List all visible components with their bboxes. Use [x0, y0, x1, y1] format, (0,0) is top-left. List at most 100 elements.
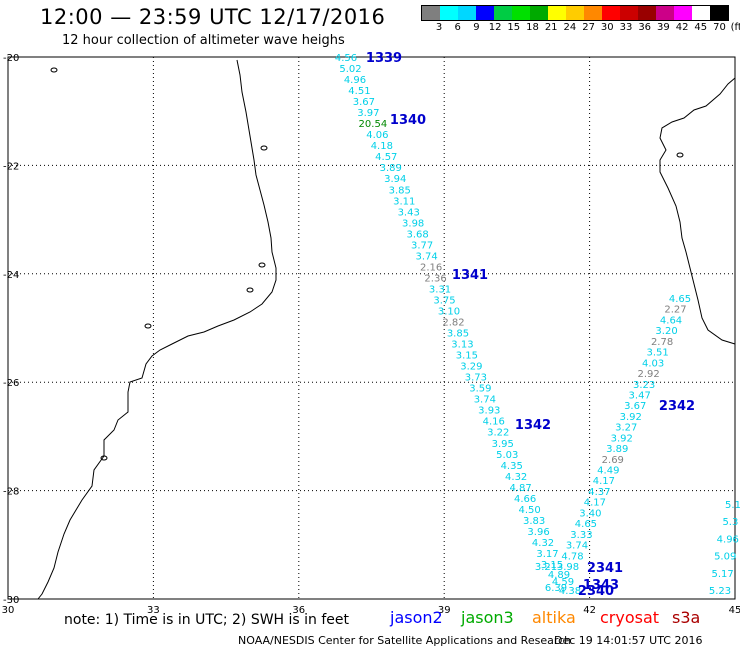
wave-height-value: 5.23	[709, 586, 731, 597]
pass-label: 1339	[366, 51, 402, 66]
footer-timestamp: Dec 19 14:01:57 UTC 2016	[554, 634, 703, 647]
page-title: 12:00 — 23:59 UTC 12/17/2016	[40, 5, 386, 29]
wave-height-value: 3.15	[541, 560, 563, 571]
scale-label: 24	[563, 22, 577, 33]
pass-label: 2342	[659, 399, 695, 414]
wave-height-value: 4.17	[584, 498, 606, 509]
scale-label: 30	[600, 22, 614, 33]
lat-tick-label: -28	[3, 487, 19, 498]
scale-label: 33	[619, 22, 633, 33]
wave-height-value: 3.15	[456, 351, 478, 362]
wave-height-value: 2.27	[664, 305, 686, 316]
scale-swatch	[692, 6, 710, 20]
wave-height-value: 4.96	[717, 534, 739, 545]
wave-height-value: 4.49	[597, 466, 619, 477]
wave-height-value: 4.89	[548, 570, 570, 581]
scale-label: 18	[526, 22, 539, 33]
scale-swatch	[620, 6, 638, 20]
scale-swatch	[656, 6, 674, 20]
wave-height-value: 3.74	[566, 541, 588, 552]
lat-tick-label: -24	[3, 270, 19, 281]
coastline	[37, 59, 736, 600]
wave-height-value: 3.75	[433, 295, 455, 306]
wave-height-value: 3.97	[357, 108, 379, 119]
wave-height-value: 3.85	[389, 185, 411, 196]
scale-swatch	[638, 6, 656, 20]
wave-height-value: 3.67	[353, 97, 375, 108]
wave-height-value: 3.94	[384, 174, 406, 185]
lat-tick-label: -20	[3, 53, 19, 64]
wave-height-value: 3.77	[411, 240, 433, 251]
scale-label: (ft)	[730, 22, 740, 33]
island-outline	[246, 287, 254, 293]
wave-height-value: 4.17	[593, 476, 615, 487]
wave-height-value: 4.32	[505, 472, 527, 483]
wave-height-value: 4.06	[366, 130, 388, 141]
island-outline	[676, 152, 684, 158]
page-subtitle: 12 hour collection of altimeter wave hei…	[62, 33, 345, 48]
scale-swatch	[440, 6, 458, 20]
wave-height-value: 4.32	[532, 538, 554, 549]
lon-tick-label: 33	[147, 605, 160, 616]
footer-credit: NOAA/NESDIS Center for Satellite Applica…	[238, 634, 572, 647]
wave-height-value: 3.40	[579, 508, 601, 519]
wave-height-value: 3.67	[624, 401, 646, 412]
wave-height-value: 4.57	[375, 152, 397, 163]
island-outline	[100, 455, 108, 461]
wave-height-value: 4.78	[561, 551, 583, 562]
lat-lon-grid	[7, 56, 736, 600]
wave-height-value: 3.95	[492, 439, 514, 450]
wave-height-value: 2.92	[638, 369, 660, 380]
legend-altika: altika	[532, 608, 576, 627]
wave-height-value: 3.98	[402, 218, 424, 229]
wave-height-value: 3.68	[407, 229, 429, 240]
wave-height-value: 4.66	[514, 494, 536, 505]
wave-height-value: 4.03	[642, 358, 664, 369]
scale-swatch	[602, 6, 620, 20]
wave-height-value: 6.39	[545, 583, 567, 594]
wave-height-value: 2.82	[442, 318, 464, 329]
lat-tick-label: -30	[3, 595, 19, 606]
wave-height-value: 3.59	[469, 384, 491, 395]
island-outline	[50, 67, 58, 73]
pass-label: 1341	[452, 268, 488, 283]
wave-height-value: 3.89	[380, 163, 402, 174]
pass-label: 1340	[390, 113, 426, 128]
wave-height-value: 3.20	[655, 326, 677, 337]
wave-height-value: 4.96	[344, 75, 366, 86]
legend-jason2: jason2	[390, 608, 443, 627]
wave-height-value: 3.21	[535, 562, 557, 573]
map-frame	[7, 56, 736, 600]
wave-height-value: 3.92	[620, 412, 642, 423]
scale-label: 21	[544, 22, 558, 33]
scale-label: 27	[582, 22, 595, 33]
axis-labels: 30 33 36 39 42 45 -20 -22 -24 -26 -28 -30	[2, 53, 740, 616]
lat-tick-label: -22	[3, 161, 19, 172]
scale-swatch	[674, 6, 692, 20]
wave-height-value: 3.10	[438, 307, 460, 318]
lat-tick-label: -26	[3, 378, 19, 389]
wave-height-value: 3.73	[465, 373, 487, 384]
wave-height-value: 2.16	[420, 262, 442, 273]
wave-height-value: 5.3	[722, 517, 738, 528]
scale-label: 6	[454, 22, 461, 33]
wave-height-value: 5.17	[711, 569, 733, 580]
wave-height-value: 4.35	[501, 461, 523, 472]
wave-height-value: 3.74	[415, 251, 437, 262]
scale-swatch	[710, 6, 728, 20]
wave-height-value: 3.89	[606, 444, 628, 455]
pass-label: 1343	[583, 578, 619, 593]
scale-swatch	[458, 6, 476, 20]
wave-height-value: 3.17	[536, 549, 558, 560]
wave-height-value: 3.31	[429, 284, 451, 295]
scale-swatch	[548, 6, 566, 20]
wave-height-value: 3.47	[629, 390, 651, 401]
lon-tick-label: 45	[729, 605, 740, 616]
lon-tick-label: 30	[2, 605, 15, 616]
wave-height-value: 4.59	[552, 577, 574, 588]
wave-height-value: 4.16	[483, 417, 505, 428]
scale-label: 39	[657, 22, 670, 33]
wave-height-value: 5.09	[714, 552, 736, 563]
wave-height-observations: 4.565.024.964.513.673.9720.544.064.184.5…	[335, 53, 740, 597]
